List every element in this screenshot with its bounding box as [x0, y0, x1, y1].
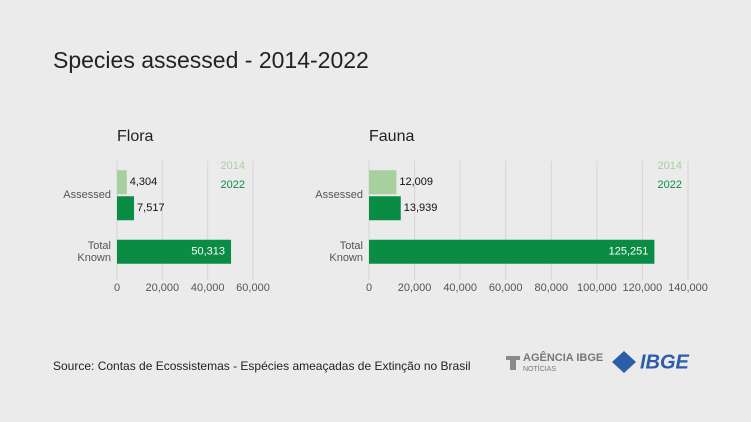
bar	[369, 239, 655, 264]
page-title: Species assessed - 2014-2022	[53, 47, 369, 73]
bar	[117, 170, 127, 195]
x-tick-label: 20,000	[146, 282, 180, 294]
bar	[369, 196, 401, 221]
y-tick-label: Total Known	[77, 239, 111, 264]
x-tick-label: 40,000	[443, 282, 477, 294]
chart-title: Fauna	[369, 128, 414, 145]
x-tick-label: 100,000	[577, 282, 617, 294]
legend-entry: 2014	[221, 160, 245, 172]
logo-agency: AGÊNCIA IBGE	[523, 351, 603, 364]
logo-brand: IBGE	[640, 351, 690, 373]
bar	[117, 239, 232, 264]
chart-title: Flora	[117, 128, 154, 145]
agency-logo: AGÊNCIA IBGE NOTÍCIAS	[506, 351, 603, 373]
legend-entry: 2022	[221, 179, 245, 191]
legend-entry: 2014	[658, 160, 682, 172]
value-label: 13,939	[404, 202, 438, 214]
x-tick-label: 0	[366, 282, 372, 294]
logo-agency-sub: NOTÍCIAS	[523, 364, 556, 373]
logo-icon	[506, 356, 520, 370]
x-tick-label: 40,000	[191, 282, 225, 294]
x-tick-label: 0	[114, 282, 120, 294]
x-tick-label: 20,000	[398, 282, 432, 294]
x-tick-label: 60,000	[236, 282, 270, 294]
ibge-logo: IBGE	[612, 351, 690, 373]
x-tick-label: 140,000	[668, 282, 708, 294]
y-tick-label: Total Known	[329, 239, 363, 264]
bar	[369, 170, 397, 195]
x-tick-label: 120,000	[623, 282, 663, 294]
value-label: 12,009	[399, 176, 433, 188]
logo-diamond	[612, 351, 636, 373]
y-tick-label: Assessed	[315, 189, 363, 202]
value-label: 4,304	[130, 176, 158, 188]
bar	[117, 196, 135, 221]
x-tick-label: 60,000	[489, 282, 523, 294]
source: Source: Contas de Ecossistemas - Espécie…	[53, 359, 471, 373]
value-label: 7,517	[137, 202, 165, 214]
x-tick-label: 80,000	[534, 282, 568, 294]
value-label: 50,313	[191, 246, 225, 258]
value-label: 125,251	[609, 246, 649, 258]
y-tick-label: Assessed	[63, 189, 111, 202]
legend-entry: 2022	[658, 179, 682, 191]
